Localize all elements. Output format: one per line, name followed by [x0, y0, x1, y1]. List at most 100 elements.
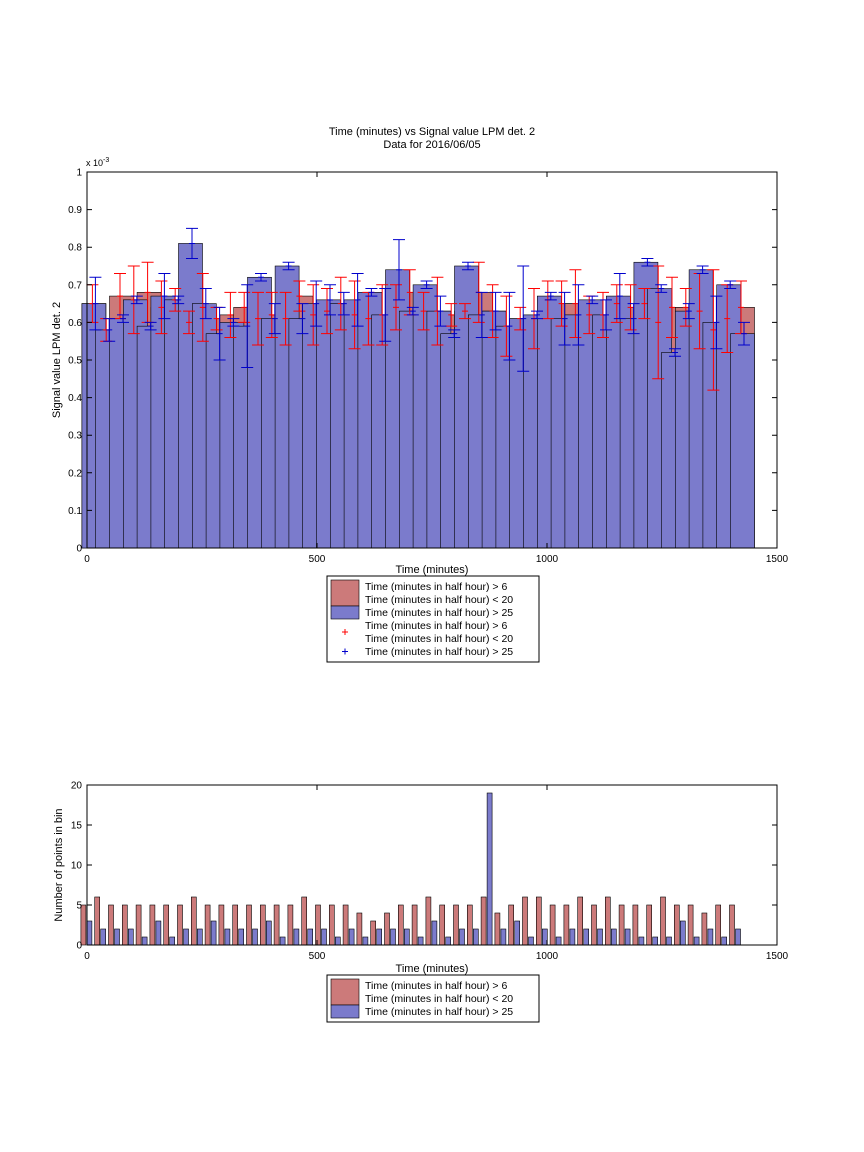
error-bar-series1-10 — [227, 318, 240, 327]
bar-series0-3 — [122, 904, 128, 946]
bar-series1-5 — [155, 920, 162, 946]
error-bar-series0-11 — [238, 291, 251, 323]
y-tick-label-4: 0.4 — [68, 393, 82, 404]
error-bar-series1-33 — [544, 291, 557, 301]
bar-series0-36 — [577, 896, 584, 946]
chart2-y-ticks: 0 5 10 15 20 — [71, 781, 777, 952]
error-bar-series0-8 — [196, 273, 209, 342]
chart1-x-ticks: 0 500 1000 1500 — [84, 172, 789, 565]
bar-series0-29 — [480, 896, 487, 946]
bar-series0-7 — [177, 904, 183, 946]
y-tick-label-3: 0.3 — [68, 431, 82, 442]
bar-series1-19 — [348, 928, 355, 946]
bar-series1-6 — [169, 936, 175, 946]
error-bar-series0-43 — [679, 288, 692, 327]
error-bar-series0-41 — [652, 265, 665, 380]
error-bar-series0-5 — [155, 280, 168, 335]
bar-series0-33 — [535, 896, 542, 946]
error-bar-series0-35 — [569, 269, 582, 338]
bar-series1-47 — [735, 928, 741, 946]
error-bar-series1-26 — [448, 329, 461, 338]
bar-series1-39 — [624, 928, 631, 946]
error-bar-series0-23 — [403, 269, 416, 316]
chart1-title: Time (minutes) vs Signal value LPM det. … — [329, 126, 535, 138]
y-tick-label-2: 0.2 — [68, 468, 82, 479]
bar-series1-46 — [721, 936, 728, 946]
legend-swatch-1 — [330, 1004, 360, 1019]
error-bar-series0-47 — [735, 280, 747, 335]
bar-series0-13 — [259, 904, 266, 946]
bar-series0-17 — [315, 904, 321, 946]
bar-series0-21 — [370, 920, 377, 946]
bar-series1-43 — [679, 920, 686, 946]
legend-label-1-0: Time (minutes in half hour) > 25 — [365, 607, 513, 619]
bar-series0-42 — [660, 896, 666, 946]
error-bar-series1-41 — [655, 284, 668, 293]
bar-series0-4 — [135, 904, 142, 946]
bar-series0-23 — [397, 904, 404, 946]
y-tick-label-10: 1 — [76, 168, 82, 179]
bar-series0-0 — [80, 904, 87, 946]
error-bar-series1-9 — [213, 306, 226, 361]
bar-series0-16 — [301, 896, 308, 946]
error-bar-series1-42 — [669, 348, 681, 357]
error-bar-series0-40 — [638, 288, 651, 320]
error-bar-series1-18 — [337, 291, 350, 316]
bar-series0-19 — [342, 904, 349, 946]
bar-series0-37 — [591, 904, 597, 946]
bar-series1-42 — [666, 936, 672, 946]
bar-series0-40 — [632, 904, 639, 946]
chart2-x-axis-label: Time (minutes) — [396, 963, 469, 975]
bar-series0-6 — [163, 904, 169, 946]
bar-series0-24 — [411, 904, 418, 946]
x-tick-label-1: 500 — [309, 951, 326, 962]
bar-series0-32 — [522, 896, 528, 946]
legend-swatch-1 — [330, 605, 360, 620]
legend-label-0-0: Time (minutes in half hour) > 6 — [365, 581, 507, 593]
bar-series0-2 — [108, 904, 114, 946]
bar-series1-10 — [224, 928, 231, 946]
legend-label-3-0: Time (minutes in half hour) > 25 — [365, 646, 513, 658]
chart1-bars — [81, 243, 755, 549]
legend-box — [326, 575, 540, 663]
bar-series0-46 — [715, 904, 722, 946]
error-bar-series1-34 — [558, 291, 571, 346]
chart2-x-ticks: 0 500 1000 1500 — [84, 785, 789, 962]
signal-chart: Time (minutes) vs Signal value LPM det. … — [51, 126, 789, 663]
error-bar-series1-16 — [310, 280, 323, 327]
error-bar-series1-27 — [462, 261, 474, 271]
bar-series0-27 — [453, 904, 459, 946]
error-bar-series1-25 — [434, 295, 447, 327]
error-bar-series0-26 — [445, 303, 458, 327]
x-tick-label-1: 500 — [309, 554, 326, 565]
error-bar-series1-39 — [627, 303, 640, 335]
chart1-exponent-base: x 10 — [86, 158, 103, 168]
chart1-legend: Time (minutes in half hour) > 6 Time (min… — [326, 575, 540, 663]
bar-series0-43 — [673, 904, 680, 946]
error-bar-series1-1 — [103, 318, 116, 342]
y-tick-label-7: 0.7 — [68, 280, 82, 291]
error-bar-series1-20 — [365, 288, 378, 297]
bar-series0-31 — [508, 904, 515, 946]
error-bar-series0-7 — [183, 310, 195, 335]
legend-marker-3 — [342, 648, 348, 655]
bar-series1-0 — [86, 920, 93, 946]
error-bar-series1-45 — [710, 295, 723, 350]
y-tick-label-5: 0.5 — [68, 356, 82, 367]
bar-series0-44 — [687, 904, 694, 946]
y-tick-label-0: 0 — [76, 941, 82, 952]
y-tick-label-8: 0.8 — [68, 243, 82, 254]
error-bar-series1-43 — [682, 303, 695, 320]
y-tick-label-4: 20 — [71, 781, 83, 792]
bar-series0-1 — [94, 896, 100, 946]
chart1-exponent: x 10-3 — [86, 157, 109, 168]
bar-series0-22 — [384, 912, 390, 946]
bar-series0-34 — [549, 904, 556, 946]
error-bar-series1-40 — [641, 257, 654, 267]
error-bar-series0-12 — [252, 291, 264, 346]
bar-series0-18 — [328, 904, 335, 946]
bar-series1-38 — [610, 928, 617, 946]
bar-series1-3 — [128, 928, 134, 946]
bar-series1-13 — [265, 920, 272, 946]
